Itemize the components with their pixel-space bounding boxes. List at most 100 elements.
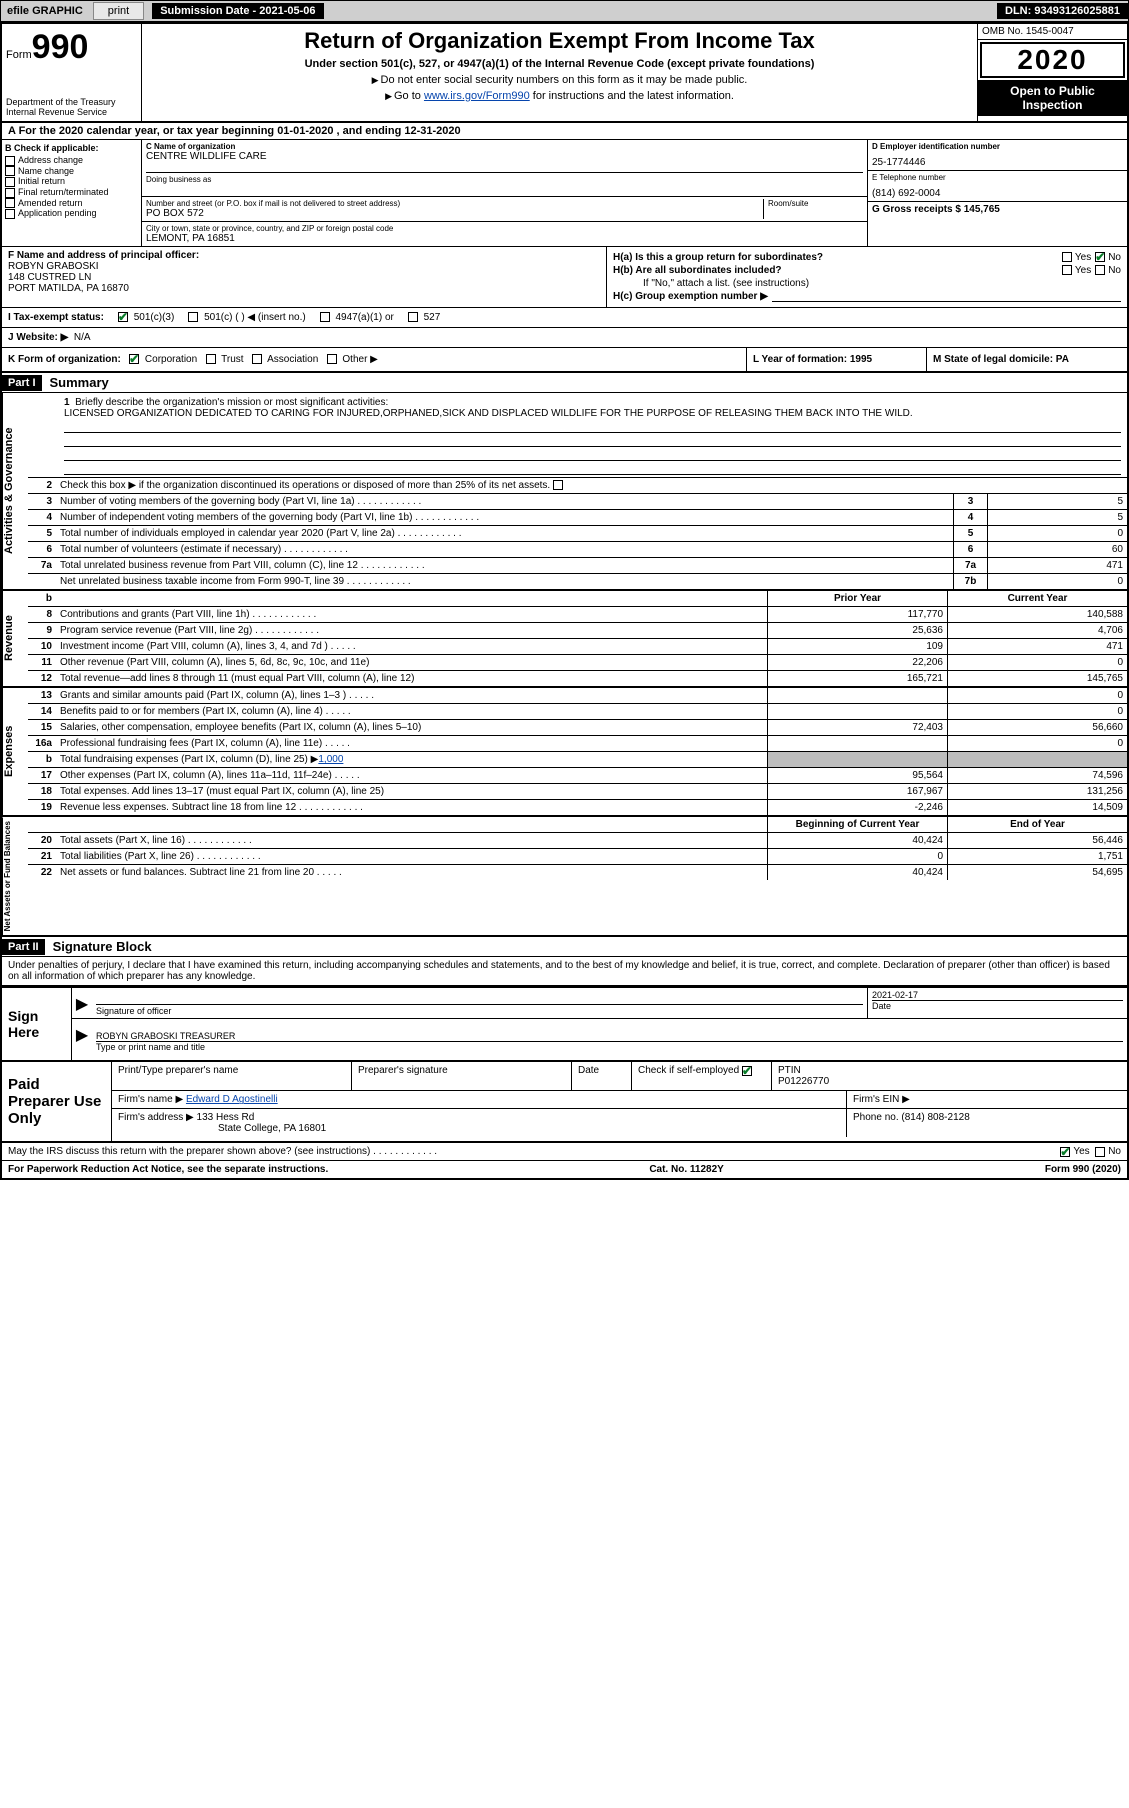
cb-discuss-yes[interactable]	[1060, 1147, 1070, 1157]
val-7a: 471	[987, 558, 1127, 573]
cb-ha-no[interactable]	[1095, 252, 1105, 262]
firm-addr1: 133 Hess Rd	[197, 1112, 255, 1123]
state-domicile: M State of legal domicile: PA	[933, 354, 1069, 365]
val-3: 5	[987, 494, 1127, 509]
paperwork-notice: For Paperwork Reduction Act Notice, see …	[8, 1164, 328, 1175]
telephone: (814) 692-0004	[872, 188, 1123, 199]
cb-hb-no[interactable]	[1095, 265, 1105, 275]
header-left: Form990 Department of the Treasury Inter…	[2, 24, 142, 121]
mission-text: LICENSED ORGANIZATION DEDICATED TO CARIN…	[64, 408, 913, 419]
cb-527[interactable]	[408, 312, 418, 322]
cb-discuss-no[interactable]	[1095, 1147, 1105, 1157]
cb-4947[interactable]	[320, 312, 330, 322]
note-goto-post: for instructions and the latest informat…	[530, 90, 734, 102]
officer-addr2: PORT MATILDA, PA 16870	[8, 283, 129, 294]
cb-corp[interactable]	[129, 354, 139, 364]
cb-final-return[interactable]	[5, 188, 15, 198]
header-middle: Return of Organization Exempt From Incom…	[142, 24, 977, 121]
cb-address-change[interactable]	[5, 156, 15, 166]
summary-net-assets: Net Assets or Fund Balances Beginning of…	[2, 817, 1127, 937]
cb-line2[interactable]	[553, 480, 563, 490]
officer-name: ROBYN GRABOSKI	[8, 261, 99, 272]
officer-name-title: ROBYN GRABOSKI TREASURER	[96, 1031, 1123, 1041]
paid-preparer-label: Paid Preparer Use Only	[2, 1062, 112, 1141]
b-label: B Check if applicable:	[5, 143, 138, 153]
cb-other[interactable]	[327, 354, 337, 364]
part-ii-header: Part II Signature Block	[2, 937, 1127, 957]
sig-date-value: 2021-02-17	[872, 990, 1123, 1000]
form-subtitle: Under section 501(c), 527, or 4947(a)(1)…	[150, 58, 969, 70]
open-public-2: Inspection	[982, 98, 1123, 112]
section-c: C Name of organization CENTRE WILDLIFE C…	[142, 140, 867, 246]
row-a-period: A For the 2020 calendar year, or tax yea…	[2, 123, 1127, 140]
cb-app-pending[interactable]	[5, 209, 15, 219]
print-button[interactable]: print	[93, 2, 144, 20]
section-h: H(a) Is this a group return for subordin…	[607, 247, 1127, 307]
form-ref: Form 990 (2020)	[1045, 1164, 1121, 1175]
cb-amended[interactable]	[5, 198, 15, 208]
row-i-tax-status: I Tax-exempt status: 501(c)(3) 501(c) ( …	[2, 308, 1127, 328]
note-goto-pre: Go to	[394, 90, 424, 102]
arrow-icon: ▶	[72, 1019, 92, 1054]
top-toolbar: efile GRAPHIC print Submission Date - 20…	[0, 0, 1129, 22]
cb-name-change[interactable]	[5, 166, 15, 176]
form-title: Return of Organization Exempt From Incom…	[150, 28, 969, 54]
section-f: F Name and address of principal officer:…	[2, 247, 607, 307]
year-formation: L Year of formation: 1995	[753, 354, 872, 365]
section-f-h: F Name and address of principal officer:…	[2, 247, 1127, 308]
signature-block: Sign Here ▶ Signature of officer 2021-02…	[2, 986, 1127, 1062]
cat-number: Cat. No. 11282Y	[649, 1164, 723, 1175]
summary-activities: Activities & Governance 1 Briefly descri…	[2, 393, 1127, 591]
website-value: N/A	[74, 332, 91, 343]
val-5: 0	[987, 526, 1127, 541]
omb-number: OMB No. 1545-0047	[978, 24, 1127, 40]
form-label: Form	[6, 49, 32, 61]
arrow-icon: ▶	[72, 988, 92, 1018]
val-6: 60	[987, 542, 1127, 557]
open-public-1: Open to Public	[982, 84, 1123, 98]
val-4: 5	[987, 510, 1127, 525]
form-header: Form990 Department of the Treasury Inter…	[2, 24, 1127, 123]
vtab-expenses: Expenses	[2, 688, 28, 815]
paid-preparer-block: Paid Preparer Use Only Print/Type prepar…	[2, 1062, 1127, 1143]
vtab-activities: Activities & Governance	[2, 393, 28, 589]
cb-hb-yes[interactable]	[1062, 265, 1072, 275]
fundraising-link[interactable]: 1,000	[318, 754, 343, 765]
dba-label: Doing business as	[146, 172, 863, 184]
header-right: OMB No. 1545-0047 2020 Open to Public In…	[977, 24, 1127, 121]
section-b-c-d: B Check if applicable: Address change Na…	[2, 140, 1127, 247]
cb-501c[interactable]	[188, 312, 198, 322]
org-city: LEMONT, PA 16851	[146, 233, 863, 244]
summary-expenses: Expenses 13Grants and similar amounts pa…	[2, 688, 1127, 817]
section-d-e-g: D Employer identification number 25-1774…	[867, 140, 1127, 246]
firm-phone: Phone no. (814) 808-2128	[847, 1109, 1127, 1137]
ein: 25-1774446	[872, 157, 1123, 168]
ptin-value: P01226770	[778, 1076, 829, 1087]
firm-addr2: State College, PA 16801	[218, 1123, 326, 1134]
cb-ha-yes[interactable]	[1062, 252, 1072, 262]
cb-initial-return[interactable]	[5, 177, 15, 187]
org-name: CENTRE WILDLIFE CARE	[146, 151, 863, 162]
form-number: 990	[32, 28, 89, 66]
gross-receipts: G Gross receipts $ 145,765	[872, 204, 1000, 215]
val-7b: 0	[987, 574, 1127, 589]
dept-irs: Internal Revenue Service	[6, 107, 137, 117]
tax-year: 2020	[980, 42, 1125, 78]
vtab-revenue: Revenue	[2, 591, 28, 686]
section-b: B Check if applicable: Address change Na…	[2, 140, 142, 246]
perjury-declaration: Under penalties of perjury, I declare th…	[2, 957, 1127, 986]
sign-here-label: Sign Here	[2, 988, 72, 1060]
row-k-form-org: K Form of organization: Corporation Trus…	[2, 348, 1127, 373]
cb-self-employed[interactable]	[742, 1066, 752, 1076]
cb-assoc[interactable]	[252, 354, 262, 364]
vtab-net-assets: Net Assets or Fund Balances	[2, 817, 28, 935]
efile-label: efile GRAPHIC	[1, 3, 89, 19]
firm-name-link[interactable]: Edward D Agostinelli	[186, 1094, 278, 1105]
cb-trust[interactable]	[206, 354, 216, 364]
org-address: PO BOX 572	[146, 208, 763, 219]
note-ssn: Do not enter social security numbers on …	[381, 74, 748, 86]
form990-link[interactable]: www.irs.gov/Form990	[424, 90, 530, 102]
officer-addr1: 148 CUSTRED LN	[8, 272, 91, 283]
irs-discuss-row: May the IRS discuss this return with the…	[2, 1143, 1127, 1161]
cb-501c3[interactable]	[118, 312, 128, 322]
